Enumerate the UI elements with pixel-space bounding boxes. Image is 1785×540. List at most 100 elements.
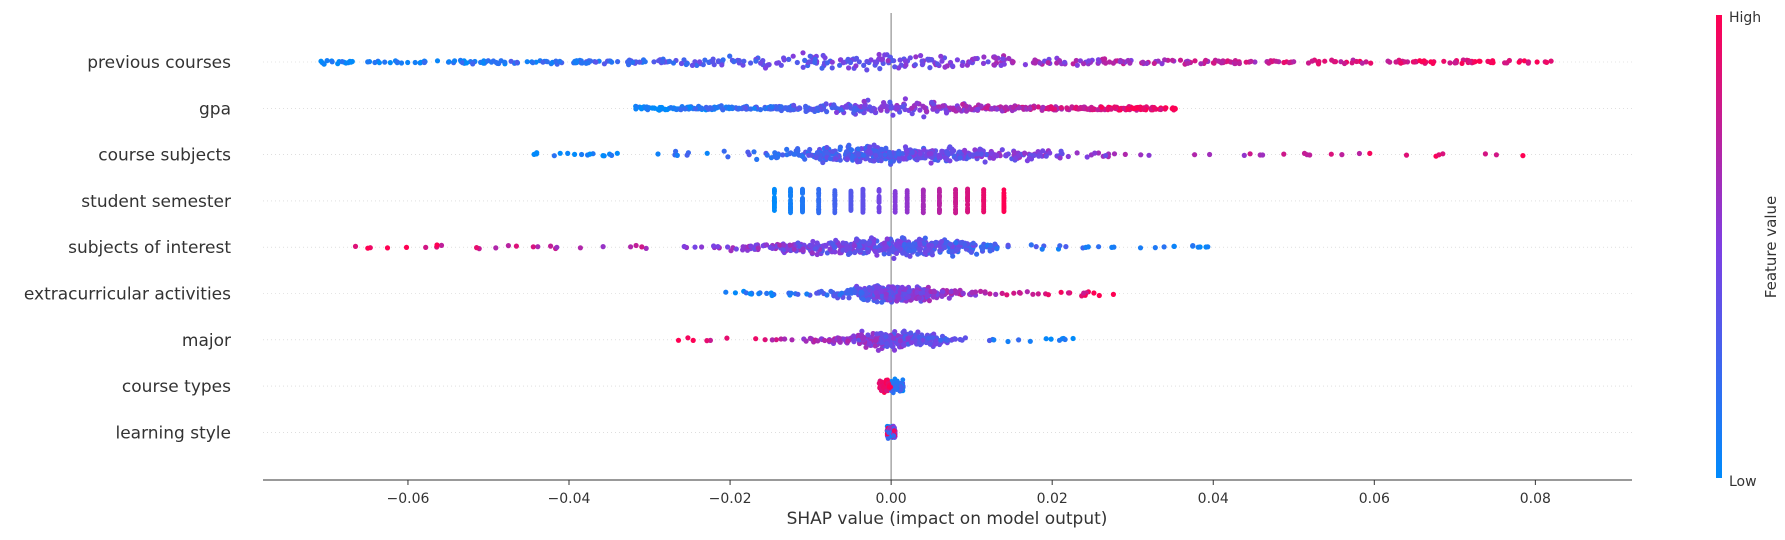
shap-point <box>1036 153 1042 159</box>
shap-point <box>851 338 857 344</box>
shap-point <box>1096 292 1102 299</box>
shap-point <box>901 156 907 162</box>
shap-point <box>860 296 866 302</box>
shap-point <box>1001 199 1007 205</box>
shap-point <box>724 335 730 341</box>
shap-point <box>888 159 894 165</box>
shap-point <box>748 243 754 249</box>
shap-point <box>815 338 821 344</box>
shap-point <box>1207 151 1213 158</box>
shap-point <box>991 154 997 160</box>
shap-point <box>633 242 639 249</box>
shap-point <box>1203 57 1209 63</box>
shap-point <box>965 207 970 212</box>
shap-point <box>1387 59 1393 65</box>
shap-point <box>382 59 388 65</box>
shap-point <box>1421 58 1427 64</box>
shap-point <box>763 242 770 248</box>
shap-point <box>1301 150 1308 156</box>
shap-point <box>1329 57 1335 63</box>
shap-point <box>349 58 355 65</box>
shap-point <box>1138 152 1144 158</box>
shap-point <box>593 59 599 65</box>
shap-point <box>904 195 910 200</box>
shap-point <box>505 243 511 249</box>
shap-point <box>879 299 885 305</box>
shap-point <box>572 151 578 157</box>
shap-point <box>874 331 880 337</box>
shap-point <box>816 197 822 202</box>
shap-point <box>968 249 975 255</box>
shap-point <box>851 243 857 249</box>
shap-point <box>1205 244 1211 250</box>
shap-point <box>917 107 923 113</box>
shap-point <box>721 148 727 154</box>
x-tick-label: −0.02 <box>709 491 752 507</box>
shap-point <box>1074 62 1080 68</box>
shap-point <box>886 250 892 257</box>
shap-point <box>782 105 788 111</box>
shap-point <box>940 103 946 109</box>
shap-point <box>781 242 787 248</box>
shap-point <box>972 56 978 62</box>
shap-point <box>1001 195 1007 201</box>
shap-point <box>778 336 784 342</box>
shap-point <box>1002 105 1008 111</box>
shap-point <box>965 186 970 192</box>
shap-point <box>845 338 851 344</box>
shap-point <box>938 239 945 245</box>
shap-point <box>814 240 820 246</box>
shap-point <box>788 194 793 200</box>
shap-point <box>878 330 884 336</box>
shap-point <box>384 245 391 251</box>
shap-point <box>998 62 1004 68</box>
shap-point <box>782 336 788 342</box>
shap-point <box>1117 59 1123 65</box>
shap-point <box>1137 245 1144 251</box>
shap-point <box>1070 61 1076 67</box>
shap-point <box>915 329 921 335</box>
shap-point <box>1127 60 1133 66</box>
shap-point <box>1089 106 1095 112</box>
shap-point <box>940 289 946 295</box>
shap-point <box>814 290 820 296</box>
shap-point <box>882 152 888 158</box>
shap-point <box>829 59 835 65</box>
shap-point <box>882 52 888 58</box>
shap-point <box>952 336 958 342</box>
shap-point <box>831 293 837 299</box>
shap-point <box>601 61 608 67</box>
shap-point <box>1266 60 1272 66</box>
shap-point <box>405 59 411 66</box>
shap-point <box>822 55 828 61</box>
shap-point <box>1151 104 1157 111</box>
shap-point <box>1005 338 1011 345</box>
feature-label: major <box>182 331 231 351</box>
shap-point <box>530 60 536 66</box>
shap-point <box>939 293 945 299</box>
shap-point <box>690 337 696 343</box>
shap-point <box>777 242 783 248</box>
shap-point <box>896 151 903 157</box>
shap-point <box>860 201 866 207</box>
shap-point <box>929 249 935 255</box>
shap-point <box>872 343 878 349</box>
shap-point <box>813 155 819 161</box>
shap-point <box>993 291 999 297</box>
shap-point <box>1083 244 1089 250</box>
shap-point <box>587 151 593 157</box>
shap-point <box>1063 244 1069 250</box>
shap-point <box>822 337 828 344</box>
shap-point <box>937 194 942 200</box>
shap-point <box>1056 58 1063 64</box>
shap-point <box>832 192 838 198</box>
shap-point <box>1211 60 1217 66</box>
feature-label: learning style <box>115 423 231 443</box>
shap-point <box>530 244 536 250</box>
shap-point <box>1016 153 1022 159</box>
shap-point <box>981 54 987 60</box>
shap-point <box>965 202 970 207</box>
shap-point <box>840 336 847 342</box>
shap-point <box>837 62 843 68</box>
shap-point <box>1482 151 1488 157</box>
